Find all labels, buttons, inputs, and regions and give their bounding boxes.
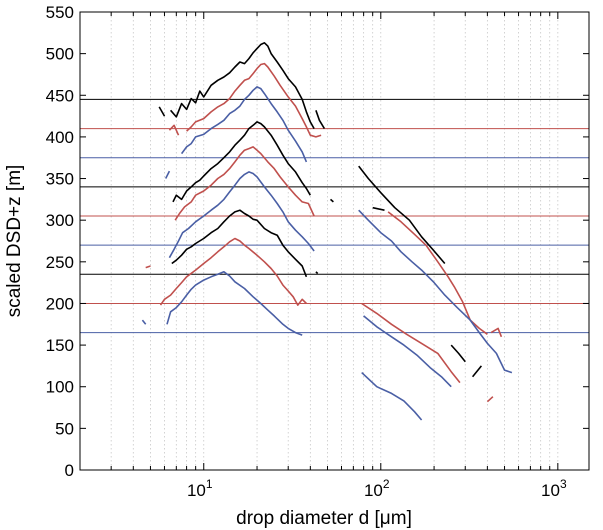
- y-tick-label: 150: [46, 336, 74, 355]
- y-tick-label: 350: [46, 170, 74, 189]
- y-tick-label: 400: [46, 128, 74, 147]
- series-layer: [141, 41, 513, 421]
- series-line-segment: [450, 344, 466, 363]
- y-tick-label: 550: [46, 3, 74, 22]
- series-line-segment: [361, 302, 461, 384]
- series-line-segment: [180, 86, 308, 163]
- series-line-segment: [172, 121, 311, 203]
- plot-frame: [79, 11, 590, 471]
- x-tick-label: 101: [187, 477, 213, 500]
- series-line-segment: [174, 146, 315, 221]
- series-line-segment: [168, 124, 180, 136]
- series-line-segment: [358, 165, 446, 265]
- series-line-segment: [315, 271, 319, 275]
- series-4: [172, 121, 334, 203]
- series-1: [158, 41, 483, 378]
- y-tick-label: 0: [65, 461, 74, 480]
- series-5: [174, 146, 315, 221]
- reference-lines: [80, 98, 589, 334]
- y-tick-label: 200: [46, 294, 74, 313]
- series-line-segment: [387, 211, 488, 335]
- series-line-segment: [361, 372, 423, 421]
- series-6: [168, 171, 315, 259]
- series-line-segment: [490, 327, 503, 338]
- series-line-segment: [358, 209, 513, 374]
- series-line-segment: [171, 209, 308, 278]
- series-line-segment: [141, 319, 147, 325]
- series-line-segment: [159, 237, 307, 306]
- x-tick-label: 103: [541, 477, 567, 500]
- y-tick-label: 100: [46, 378, 74, 397]
- y-tick-label: 450: [46, 86, 74, 105]
- series-line-segment: [186, 62, 322, 138]
- series-line-segment: [329, 198, 334, 203]
- series-2: [168, 62, 503, 403]
- series-line-segment: [315, 110, 326, 130]
- series-line-segment: [363, 315, 452, 388]
- x-axis-label: drop diameter d [μm]: [236, 508, 412, 529]
- series-9: [166, 270, 303, 336]
- y-axis-label: scaled DSD+z [m]: [4, 165, 25, 318]
- tick-layer: 0 50 100 150 200 250 300 350 400 450 500 550 101 102 1…: [46, 3, 589, 500]
- y-tick-label: 50: [55, 419, 74, 438]
- grid-layer: [79, 12, 559, 470]
- series-line-segment: [372, 206, 385, 211]
- series-8: [145, 237, 307, 306]
- series-line-segment: [166, 270, 303, 336]
- series-line-segment: [471, 365, 483, 378]
- series-line-segment: [145, 265, 151, 269]
- series-line-segment: [164, 170, 171, 179]
- series-line-segment: [169, 41, 315, 129]
- series-line-segment: [158, 106, 166, 117]
- series-7: [171, 209, 319, 278]
- series-3: [141, 86, 513, 421]
- x-tick-label: 102: [364, 477, 390, 500]
- series-line-segment: [486, 396, 494, 403]
- series-line-segment: [168, 171, 315, 259]
- y-tick-label: 500: [46, 45, 74, 64]
- y-tick-label: 250: [46, 253, 74, 272]
- y-tick-label: 300: [46, 211, 74, 230]
